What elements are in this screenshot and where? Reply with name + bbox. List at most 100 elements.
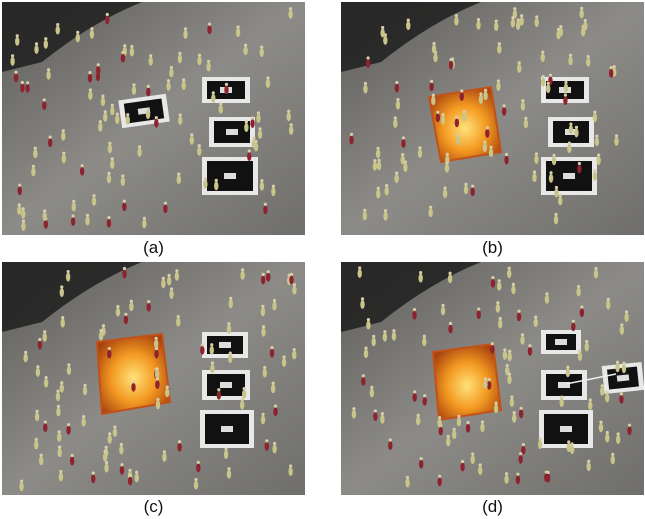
- figure-head: [364, 347, 367, 350]
- figure-head: [215, 179, 218, 182]
- figure-head: [585, 340, 588, 343]
- figure-head: [44, 37, 47, 40]
- figure-head: [86, 214, 89, 217]
- figure: [142, 219, 146, 228]
- figure-head: [606, 431, 609, 434]
- figure-head: [569, 54, 572, 57]
- figure: [403, 163, 407, 172]
- figure: [507, 375, 511, 384]
- figure: [154, 119, 158, 128]
- figure-head: [524, 117, 527, 120]
- figure: [373, 412, 377, 421]
- figure: [609, 69, 613, 78]
- figure-head: [36, 365, 39, 368]
- figure-head: [381, 26, 384, 29]
- figure: [566, 368, 570, 377]
- figure-head: [156, 377, 159, 380]
- figure: [376, 149, 380, 158]
- figure-head: [510, 395, 513, 398]
- figure: [422, 337, 426, 346]
- figure: [181, 81, 185, 90]
- figure: [466, 424, 470, 433]
- figure-head: [128, 469, 131, 472]
- figure: [61, 132, 65, 141]
- figure: [227, 325, 231, 334]
- figure-head: [227, 322, 230, 325]
- figure-head: [513, 411, 516, 414]
- figure: [396, 101, 400, 110]
- figure: [247, 152, 251, 161]
- figure-head: [129, 474, 132, 477]
- figure-head: [92, 472, 95, 475]
- figure-head: [557, 28, 560, 31]
- figure: [19, 482, 23, 491]
- figure: [477, 310, 481, 319]
- figure-head: [362, 374, 365, 377]
- figure: [44, 40, 48, 49]
- figure-head: [521, 333, 524, 336]
- figure: [121, 177, 125, 186]
- figure-head: [377, 159, 380, 162]
- figure: [107, 219, 111, 228]
- figure-head: [60, 285, 63, 288]
- figure-head: [252, 136, 255, 139]
- figure-head: [457, 134, 460, 137]
- figure: [620, 326, 624, 335]
- figure: [436, 113, 440, 122]
- figure: [519, 409, 523, 418]
- caption: (c): [2, 497, 305, 517]
- figure: [483, 91, 487, 100]
- figure-head: [111, 104, 114, 107]
- figure: [428, 208, 432, 217]
- figure: [559, 398, 563, 407]
- figure: [81, 418, 85, 427]
- figure: [90, 30, 94, 39]
- figure-head: [175, 269, 178, 272]
- figure-head: [20, 480, 23, 483]
- figure: [455, 118, 459, 127]
- figure: [380, 28, 384, 37]
- figure: [577, 164, 581, 173]
- figure-head: [241, 268, 244, 271]
- figure: [593, 113, 597, 122]
- figure-head: [481, 420, 484, 423]
- figure-head: [506, 364, 509, 367]
- figure-head: [455, 116, 458, 119]
- figure-head: [282, 355, 285, 358]
- figure: [494, 404, 498, 413]
- figure: [105, 15, 109, 24]
- figure-head: [587, 460, 590, 463]
- figure: [596, 156, 600, 165]
- figure: [485, 129, 489, 138]
- figure-head: [88, 71, 91, 74]
- figure-head: [441, 113, 444, 116]
- figure-head: [460, 89, 463, 92]
- figure: [419, 460, 423, 469]
- marker-code: [219, 342, 231, 348]
- figure-head: [521, 99, 524, 102]
- figure-head: [264, 203, 267, 206]
- figure: [261, 415, 265, 424]
- figure: [494, 22, 498, 31]
- figure-head: [578, 162, 581, 165]
- figure-head: [559, 25, 562, 28]
- figure: [200, 346, 204, 355]
- figure: [165, 388, 169, 397]
- figure-head: [257, 111, 260, 114]
- figure: [520, 336, 524, 345]
- figure: [576, 288, 580, 297]
- figure: [546, 84, 550, 93]
- figure: [14, 73, 18, 82]
- figure: [169, 68, 173, 77]
- figure: [448, 274, 452, 283]
- figure-head: [578, 349, 581, 352]
- figure: [282, 358, 286, 367]
- figure-head: [113, 425, 116, 428]
- figure-head: [138, 145, 141, 148]
- marker: [202, 332, 248, 358]
- figure-head: [418, 146, 421, 149]
- figure: [292, 286, 296, 295]
- figure: [88, 74, 92, 83]
- figure-head: [123, 44, 126, 47]
- figure-head: [569, 122, 572, 125]
